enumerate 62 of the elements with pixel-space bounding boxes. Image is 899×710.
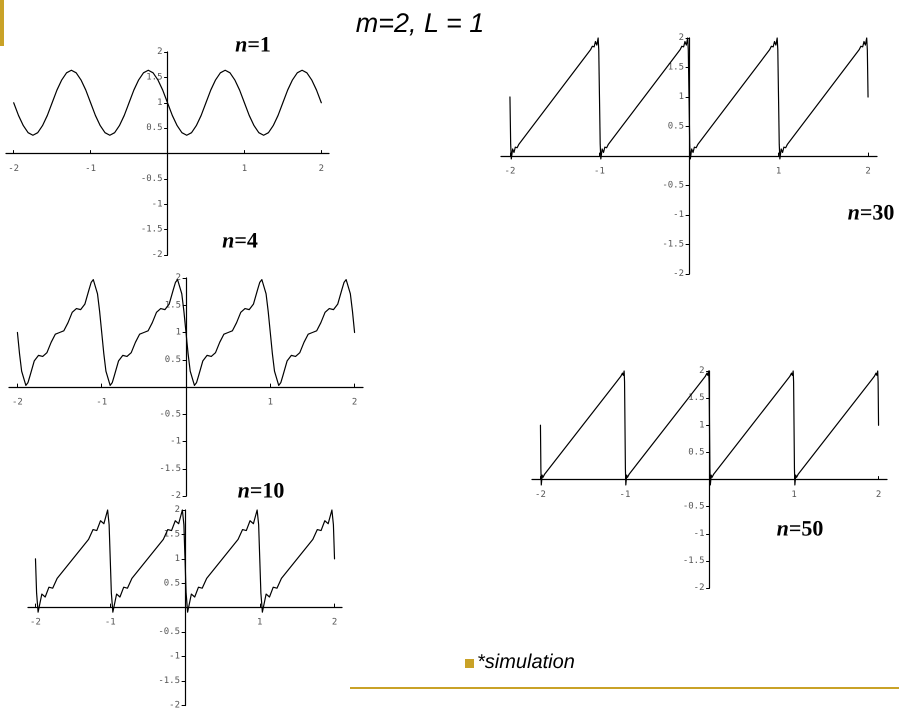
y-tick-label: 1.5 (668, 62, 684, 72)
y-tick-label: 2 (699, 366, 704, 376)
x-tick-label: 1 (257, 618, 262, 628)
x-tick-label: -2 (504, 166, 516, 176)
text: n=50 (776, 516, 824, 540)
y-tick-label: -1 (152, 199, 162, 210)
x-tick-label: 1 (791, 490, 797, 500)
y-tick-label: -0.5 (158, 627, 180, 638)
y-tick-label: -1.5 (158, 676, 180, 686)
x-tick-label: 2 (352, 398, 358, 408)
y-tick-label: -1.5 (159, 464, 181, 474)
y-tick-label: -1.5 (662, 240, 684, 250)
y-tick-label: 0.5 (164, 578, 180, 588)
y-tick-label: 1 (176, 328, 181, 338)
y-tick-label: -1.5 (682, 556, 704, 566)
y-tick-label: 2 (678, 33, 684, 43)
y-tick-label: -2 (152, 250, 162, 260)
x-tick-label: -2 (535, 490, 546, 500)
y-tick-label: 0.5 (146, 123, 162, 134)
y-tick-label: -2 (673, 269, 684, 279)
x-tick-label: -1 (96, 398, 108, 408)
x-tick-label: 1 (242, 164, 248, 174)
y-tick-label: 2 (157, 47, 162, 57)
x-tick-label: -2 (12, 398, 23, 408)
chart-title: n=4 (222, 228, 258, 252)
chart-title: n=10 (238, 478, 284, 502)
x-tick-label: -1 (594, 166, 605, 176)
y-tick-label: 1 (678, 92, 684, 102)
x-tick-label: 1 (776, 166, 782, 176)
y-tick-label: -1 (170, 436, 181, 446)
y-tick-label: 0.5 (668, 122, 684, 132)
y-tick-label: 1.5 (688, 393, 704, 404)
y-tick-label: -0.5 (159, 409, 181, 420)
x-tick-label: 1 (268, 398, 273, 408)
x-tick-label: -1 (620, 490, 630, 500)
y-tick-label: 1 (157, 98, 162, 108)
x-tick-label: 2 (876, 490, 882, 500)
y-tick-label: -2 (694, 583, 704, 593)
chart-title: n=1 (235, 32, 271, 56)
text: m=2, L = 1 (354, 8, 486, 39)
y-tick-label: -1 (673, 210, 684, 220)
y-tick-label: 1 (174, 554, 180, 564)
x-tick-label: 2 (865, 166, 871, 176)
y-tick-label: 2 (174, 505, 180, 515)
y-tick-label: -1.5 (140, 224, 162, 235)
y-tick-label: -1 (694, 528, 704, 539)
y-tick-label: -1 (169, 652, 180, 662)
text: *simulation (477, 651, 575, 674)
y-tick-label: -0.5 (662, 180, 684, 190)
x-tick-label: -2 (30, 618, 41, 628)
x-tick-label: 2 (332, 618, 338, 628)
x-tick-label: -1 (85, 164, 96, 174)
y-tick-label: -0.5 (682, 502, 704, 512)
x-tick-label: -2 (8, 164, 20, 174)
y-tick-label: -2 (169, 700, 180, 710)
text: n=30 (848, 200, 894, 224)
y-tick-label: 0.5 (688, 447, 704, 458)
y-tick-label: -0.5 (140, 174, 162, 184)
x-tick-label: -1 (104, 618, 116, 628)
y-tick-label: 1 (699, 420, 704, 430)
x-tick-label: 2 (318, 164, 324, 174)
y-tick-label: 0.5 (164, 354, 181, 365)
